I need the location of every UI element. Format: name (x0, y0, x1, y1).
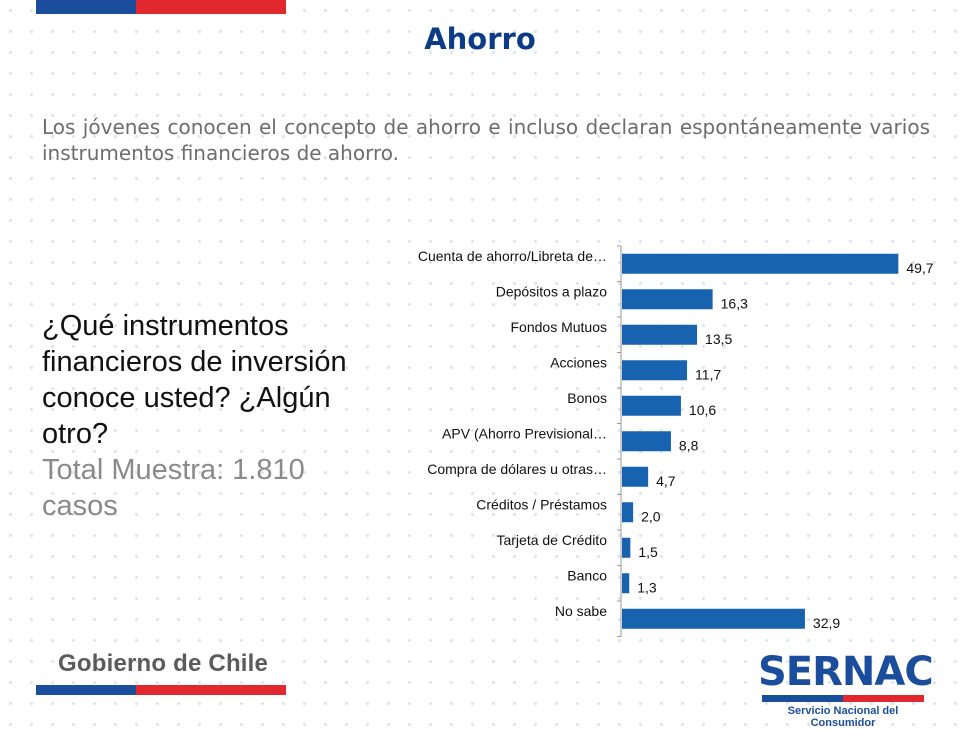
category-label: APV (Ahorro Previsional… (442, 425, 607, 441)
bar (622, 537, 631, 558)
government-footer: Gobierno de Chile (36, 650, 286, 695)
category-label: Acciones (550, 354, 607, 370)
sample-size-note: Total Muestra: 1.810 casos (42, 454, 305, 522)
data-label: 32,9 (813, 615, 840, 631)
survey-question: ¿Qué instrumentos financieros de inversi… (42, 308, 387, 524)
category-label: Cuenta de ahorro/Libreta de… (418, 248, 607, 264)
flag-red-segment (136, 685, 286, 695)
sernac-logo-stripe (762, 695, 924, 702)
category-label: No sabe (555, 603, 607, 619)
flag-blue-segment (36, 0, 136, 14)
category-label: Banco (567, 567, 607, 583)
data-label: 1,3 (637, 579, 657, 595)
bar (622, 573, 630, 594)
category-label: Fondos Mutuos (511, 319, 608, 335)
bar-chart: Cuenta de ahorro/Libreta de… 49,7 Depósito… (418, 245, 934, 637)
sernac-logo-subtitle: Servicio Nacional del Consumidor (787, 705, 899, 729)
category-label: Depósitos a plazo (496, 283, 608, 299)
data-label: 1,5 (638, 544, 658, 560)
page-subtitle: Los jóvenes conocen el concepto de ahorr… (42, 115, 930, 165)
bar (622, 431, 671, 452)
bar (622, 360, 688, 381)
bar (622, 502, 634, 523)
data-label: 13,5 (705, 331, 732, 347)
bottom-flag-stripe (36, 685, 286, 695)
category-label: Créditos / Préstamos (476, 496, 607, 512)
data-label: 8,8 (679, 437, 699, 453)
data-label: 2,0 (641, 508, 661, 524)
bar (622, 289, 713, 310)
category-label: Compra de dólares u otras… (427, 461, 607, 477)
bar (622, 466, 649, 487)
flag-red-segment (136, 0, 286, 14)
sernac-logo: SERNAC Servicio Nacional del Consumidor (758, 649, 934, 729)
data-label: 11,7 (695, 366, 721, 382)
data-label: 4,7 (656, 473, 676, 489)
data-label: 10,6 (689, 402, 716, 418)
bar (622, 395, 681, 416)
bar (622, 253, 899, 274)
data-label: 49,7 (906, 260, 933, 276)
sernac-logo-name: SERNAC (758, 649, 934, 695)
data-label: 16,3 (721, 295, 748, 311)
page-title: Ahorro (424, 22, 536, 56)
category-label: Tarjeta de Crédito (496, 532, 607, 548)
government-logo-text: Gobierno de Chile (58, 650, 269, 677)
top-flag-stripe (36, 0, 286, 14)
question-text: ¿Qué instrumentos financieros de inversi… (42, 310, 347, 450)
bar (622, 324, 698, 345)
flag-blue-segment (36, 685, 136, 695)
bar (622, 608, 805, 629)
category-label: Bonos (567, 390, 607, 406)
